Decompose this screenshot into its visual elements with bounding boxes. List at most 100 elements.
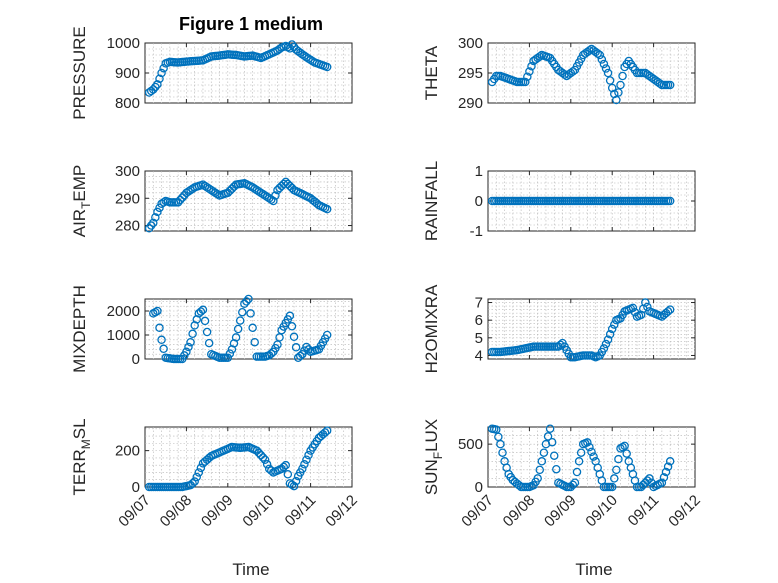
data-point [535, 465, 545, 475]
data-point [665, 80, 675, 90]
y-tick-label: 6 [475, 312, 483, 329]
data-point [603, 68, 613, 78]
data-point [525, 67, 534, 76]
data-point [583, 438, 592, 447]
subplot-air-temp: 280 290 300 AIRTEMP [70, 163, 353, 237]
y-tick-label: 1000 [107, 35, 140, 52]
data-point [304, 345, 313, 354]
data-point [665, 196, 675, 206]
data-point [322, 426, 332, 435]
data-point [612, 95, 621, 105]
data-point [587, 447, 596, 457]
data-point [267, 466, 276, 475]
data-point [547, 437, 557, 447]
data-point [196, 307, 206, 316]
subplot-mixdepth: 0 1000 2000 MIXDEPTH [70, 285, 353, 373]
data-point [295, 351, 305, 361]
data-point [153, 306, 162, 316]
subplot-pressure: 800 900 1000 PRESSURE [70, 26, 353, 120]
data-point [173, 198, 183, 207]
y-tick-label: 2000 [107, 303, 140, 320]
data-point [298, 464, 307, 474]
data-point [184, 342, 193, 352]
data-point [155, 203, 164, 213]
data-point [155, 74, 164, 83]
y-tick-label: 500 [458, 436, 483, 453]
data-point [157, 68, 166, 78]
y-tick-label: 290 [458, 95, 483, 112]
plot-area [487, 426, 696, 488]
data-point [560, 70, 569, 79]
data-point [157, 335, 166, 345]
data-point [186, 337, 195, 347]
data-point [657, 478, 667, 487]
x-axis-label-right: Time [575, 560, 612, 579]
y-tick-label: 900 [115, 65, 140, 82]
data-point [233, 324, 243, 334]
data-point [661, 467, 671, 477]
data-point [527, 62, 536, 71]
data-point [601, 339, 611, 349]
data-point [202, 327, 212, 337]
y-tick-label: 280 [115, 218, 140, 235]
data-point [543, 432, 553, 441]
data-point [665, 305, 675, 314]
data-point [539, 448, 549, 457]
data-point [645, 474, 654, 483]
data-point [498, 448, 507, 457]
data-point [287, 322, 297, 331]
data-point [574, 457, 584, 466]
data-point [607, 482, 617, 492]
subplot-theta: 290 295 300 THETA [422, 35, 696, 112]
data-point [643, 476, 652, 485]
data-point [535, 52, 545, 61]
data-point [204, 338, 214, 348]
data-point [289, 481, 299, 491]
data-point [231, 333, 241, 342]
data-point [568, 67, 578, 76]
data-point [663, 462, 673, 471]
data-point [549, 451, 559, 460]
y-tick-label: 0 [132, 479, 140, 496]
data-point [618, 71, 627, 81]
data-point [225, 349, 235, 358]
data-point [603, 335, 613, 344]
data-point [568, 480, 578, 490]
data-point [659, 473, 669, 482]
data-point [537, 457, 547, 466]
data-point [572, 467, 582, 477]
data-point [641, 298, 650, 307]
data-point [240, 299, 249, 309]
data-point [622, 449, 631, 458]
data-point [159, 198, 168, 207]
data-point [607, 324, 617, 334]
y-axis-label: MIXDEPTH [70, 285, 89, 373]
data-point [149, 85, 158, 94]
data-point [248, 323, 257, 333]
y-tick-label: 1 [475, 163, 483, 180]
data-point [223, 353, 233, 363]
data-point [262, 460, 272, 469]
y-tick-label: 1000 [107, 327, 140, 344]
data-point [302, 342, 311, 352]
data-point [655, 79, 665, 88]
data-point [238, 307, 247, 317]
data-point [614, 88, 623, 97]
plot-area [144, 170, 353, 232]
y-tick-label: 7 [475, 295, 483, 312]
data-point [291, 476, 301, 486]
y-axis-label: RAINFALL [422, 161, 441, 241]
data-point [320, 428, 330, 437]
y-tick-label: 0 [475, 193, 483, 210]
data-point [304, 450, 313, 460]
data-point [200, 316, 210, 326]
y-tick-label: 300 [458, 35, 483, 52]
y-tick-label: 4 [475, 347, 483, 364]
data-point [521, 77, 530, 87]
data-point [663, 307, 673, 316]
y-tick-label: 800 [115, 95, 140, 112]
data-point [151, 82, 160, 92]
y-tick-label: 0 [132, 351, 140, 368]
data-point [175, 195, 185, 205]
